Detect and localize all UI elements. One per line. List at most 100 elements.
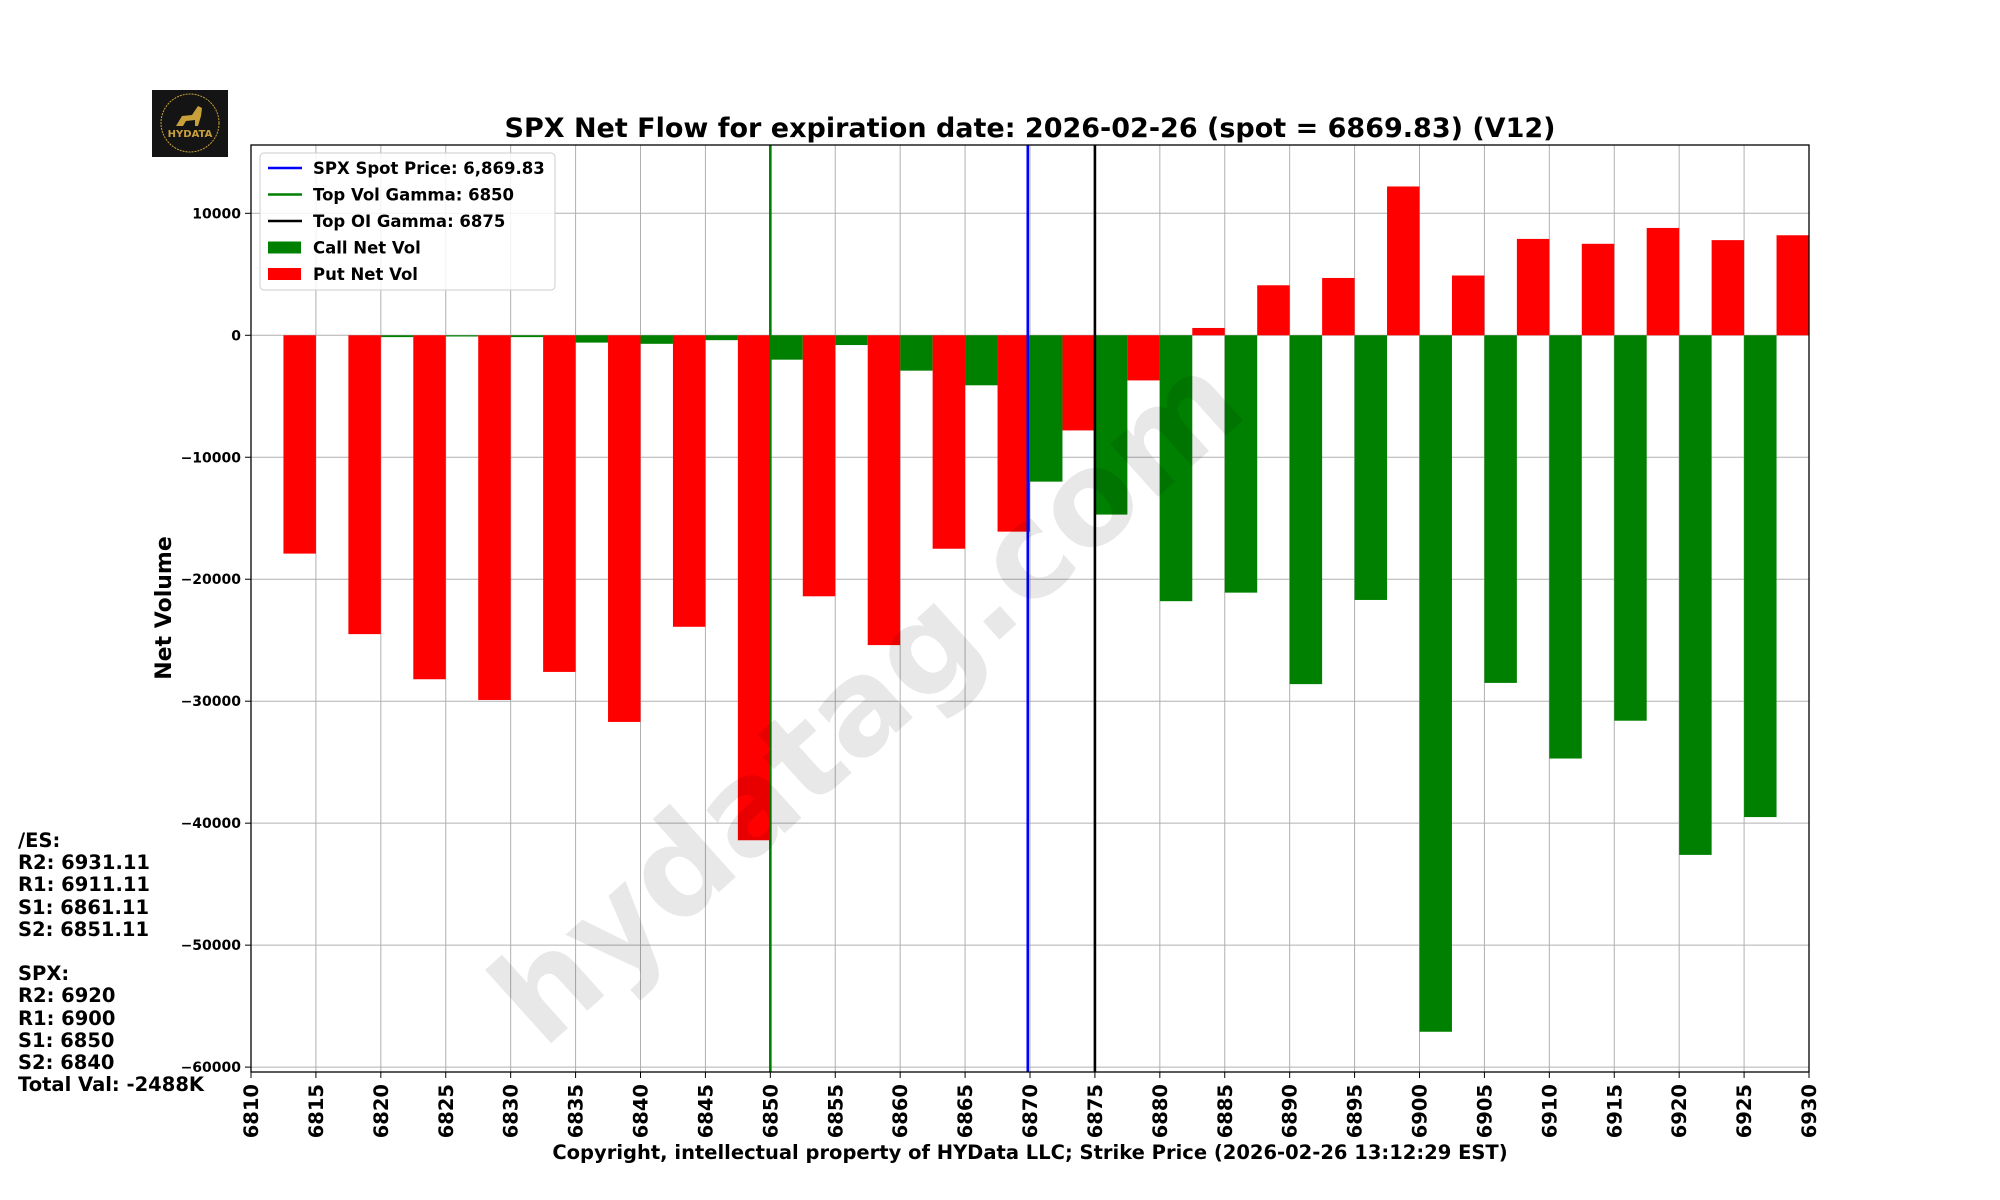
x-tick-label: 6870 (1019, 1084, 1042, 1138)
x-tick-label: 6915 (1603, 1084, 1626, 1138)
call-bar (1679, 335, 1712, 855)
call-bar (1419, 335, 1452, 1032)
call-bar (1354, 335, 1388, 600)
legend-label: Top OI Gamma: 6875 (313, 212, 505, 231)
x-tick-label: 6840 (630, 1084, 653, 1138)
call-bar (380, 335, 414, 338)
legend: SPX Spot Price: 6,869.83 Top Vol Gamma: 6… (259, 152, 556, 291)
call-bar (445, 335, 479, 337)
spx-header: SPX: (18, 962, 70, 986)
put-bar (932, 335, 966, 549)
y-tick-label: −10000 (181, 450, 242, 466)
hydata-logo: HYDATA (152, 90, 228, 157)
watermark: hydatag.com (462, 324, 1271, 1074)
call-bar (900, 335, 933, 371)
put-bar (543, 335, 576, 672)
x-tick-label: 6890 (1279, 1084, 1302, 1138)
x-tick-label: 6845 (694, 1084, 717, 1138)
put-bar (1127, 335, 1160, 381)
put-bar (608, 335, 641, 722)
es-r1: R1: 6911.11 (18, 873, 150, 897)
x-tick-label: 6825 (435, 1084, 458, 1138)
call-bar (965, 335, 998, 386)
levels-panel: /ES: R2: 6931.11 R1: 6911.11 S1: 6861.11 S2:… (18, 829, 204, 1097)
put-bar (283, 335, 316, 554)
call-bar (510, 335, 544, 338)
call-bar (1094, 335, 1128, 515)
call-bar (1159, 335, 1193, 602)
legend-label: Top Vol Gamma: 6850 (313, 186, 514, 205)
x-tick-label: 6925 (1733, 1084, 1756, 1138)
x-tick-label: 6820 (370, 1084, 393, 1138)
y-axis-label: Net Volume (152, 536, 177, 680)
y-tick-label: 10000 (192, 206, 241, 222)
legend-bar-swatch (268, 241, 301, 254)
y-tick-label: −20000 (181, 572, 242, 588)
put-bar (1776, 235, 1809, 336)
x-tick-label: 6900 (1409, 1084, 1432, 1138)
legend-label: Put Net Vol (313, 265, 418, 284)
put-bar (1257, 285, 1290, 336)
es-r2: R2: 6931.11 (18, 851, 150, 875)
put-bar (478, 335, 511, 700)
put-bar (413, 335, 446, 680)
put-bar (1322, 277, 1355, 336)
put-bar (1451, 275, 1485, 336)
spx-s1: S1: 6850 (18, 1028, 115, 1052)
y-tick-label: −30000 (181, 694, 242, 710)
spx-s2: S2: 6840 (18, 1051, 115, 1075)
y-tick-label: −60000 (181, 1060, 242, 1076)
x-tick-label: 6865 (954, 1084, 977, 1138)
x-tick-label: 6850 (759, 1084, 782, 1138)
call-bar (575, 335, 609, 343)
x-tick-label: 6830 (500, 1084, 523, 1138)
call-bar (770, 335, 803, 360)
call-bar (705, 335, 738, 341)
x-tick-label: 6895 (1344, 1084, 1367, 1138)
y-tick-label: 0 (231, 328, 241, 344)
call-bar (835, 335, 868, 346)
svg-text:HYDATA: HYDATA (168, 129, 213, 140)
put-bar (1062, 335, 1095, 431)
put-bar (1192, 327, 1225, 336)
call-bar (1224, 335, 1258, 593)
x-tick-label: 6875 (1084, 1084, 1107, 1138)
legend-label: SPX Spot Price: 6,869.83 (313, 159, 545, 178)
y-tick-label: −40000 (181, 816, 242, 832)
put-bar (1516, 238, 1550, 336)
y-tick-label: −50000 (181, 938, 242, 954)
put-bar (672, 335, 706, 627)
x-tick-label: 6920 (1668, 1084, 1691, 1138)
spx-r1: R1: 6900 (18, 1006, 116, 1030)
x-tick-label: 6880 (1149, 1084, 1172, 1138)
es-s1: S1: 6861.11 (18, 895, 150, 919)
x-axis-label: Copyright, intellectual property of HYDa… (552, 1141, 1507, 1164)
es-header: /ES: (18, 829, 61, 852)
put-bar (1581, 243, 1615, 336)
x-tick-label: 6885 (1214, 1084, 1237, 1138)
put-bar (997, 335, 1030, 532)
call-bar (1289, 335, 1323, 685)
chart-title: SPX Net Flow for expiration date: 2026-0… (505, 113, 1556, 144)
total-val: Total Val: -2488K (18, 1073, 204, 1097)
call-bar (1614, 335, 1647, 721)
put-bar (867, 335, 901, 646)
call-bar (640, 335, 673, 344)
call-bar (1549, 335, 1582, 759)
put-bar (802, 335, 836, 597)
call-bar (1484, 335, 1517, 683)
put-bar (1646, 227, 1680, 336)
legend-bar-swatch (268, 268, 301, 280)
x-tick-label: 6910 (1538, 1084, 1561, 1138)
es-s2: S2: 6851.11 (18, 917, 150, 941)
put-bar (737, 335, 771, 841)
spx-r2: R2: 6920 (18, 984, 116, 1008)
x-tick-label: 6930 (1798, 1084, 1821, 1138)
put-bar (1387, 186, 1420, 336)
call-bar (1744, 335, 1777, 818)
put-bar (1711, 240, 1745, 336)
x-tick-label: 6810 (240, 1084, 263, 1138)
legend-label: Call Net Vol (313, 239, 421, 258)
x-tick-label: 6905 (1473, 1084, 1496, 1138)
